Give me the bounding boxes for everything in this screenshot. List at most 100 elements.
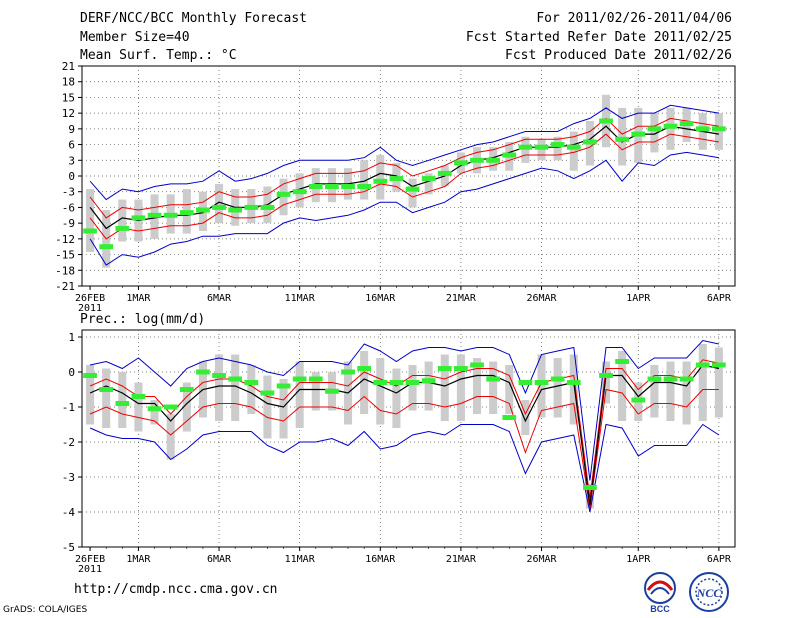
prec-member-marker bbox=[534, 380, 549, 385]
prec-spread-bar bbox=[295, 361, 304, 428]
prec-upper-blue-line bbox=[89, 339, 720, 481]
variable-label: Mean Surf. Temp.: °C bbox=[80, 48, 237, 63]
temp-member-marker bbox=[196, 207, 210, 213]
prec-member-marker bbox=[486, 376, 501, 382]
temp-member-marker bbox=[679, 121, 694, 127]
prec-spread-bar bbox=[231, 354, 240, 421]
temp-spread-bar bbox=[86, 189, 95, 252]
prec-spread-bar bbox=[311, 372, 320, 411]
prec-member-marker bbox=[421, 378, 436, 384]
prec-member-marker bbox=[437, 366, 452, 371]
prec-member-marker bbox=[357, 366, 372, 371]
temp-member-marker bbox=[615, 136, 629, 142]
ncc-logo-icon: NCC bbox=[689, 572, 729, 612]
prec-member-marker bbox=[179, 387, 194, 392]
temp-y-tick-label: 0 bbox=[68, 170, 75, 183]
prec-spread-bar bbox=[682, 361, 691, 425]
temp-plot-frame bbox=[81, 65, 736, 287]
prec-x-tick-label: 1MAR bbox=[126, 554, 151, 565]
temp-member-marker bbox=[405, 186, 420, 192]
temp-member-marker bbox=[454, 160, 468, 166]
prec-x-tick-label: 11MAR bbox=[285, 554, 316, 565]
prec-member-marker bbox=[389, 380, 404, 385]
prec-x-tick-label: 26MAR bbox=[526, 554, 557, 565]
prec-spread-bar bbox=[376, 358, 385, 425]
prec-member-marker bbox=[163, 404, 178, 410]
temp-x-year-label: 2011 bbox=[78, 303, 102, 314]
temp-member-marker bbox=[437, 170, 452, 176]
temp-y-tick-label: 9 bbox=[68, 123, 75, 136]
temp-member-marker bbox=[599, 118, 613, 124]
prec-spread-bar bbox=[489, 361, 498, 414]
temp-x-tick-label: 6APR bbox=[707, 293, 732, 304]
temp-spread-bar bbox=[650, 113, 659, 153]
temp-member-marker bbox=[583, 139, 597, 145]
temp-y-tick-label: 3 bbox=[68, 154, 75, 167]
temp-upper-red-line bbox=[89, 117, 719, 219]
prec-spread-bar bbox=[247, 365, 256, 414]
temp-member-marker bbox=[179, 210, 194, 216]
temp-member-marker bbox=[212, 204, 226, 210]
forecast-title: DERF/NCC/BCC Monthly Forecast bbox=[80, 11, 307, 26]
temp-x-tick-label: 1MAR bbox=[126, 293, 151, 304]
prec-y-tick-label: 0 bbox=[68, 366, 75, 379]
prec-lower-blue-line bbox=[89, 423, 720, 513]
prec-y-tick-label: -4 bbox=[62, 506, 76, 519]
prec-spread-bar bbox=[392, 368, 401, 428]
temp-member-marker bbox=[550, 142, 565, 148]
temp-spread-bar bbox=[279, 178, 288, 216]
temp-y-tick-label: -15 bbox=[55, 249, 75, 262]
temp-member-marker bbox=[83, 228, 97, 234]
temp-y-tick-label: -21 bbox=[55, 280, 75, 293]
temp-member-marker bbox=[357, 183, 372, 189]
temp-spread-bar bbox=[408, 178, 417, 208]
temp-member-marker bbox=[389, 176, 404, 182]
prec-spread-bar bbox=[698, 344, 707, 421]
temp-member-marker bbox=[163, 212, 178, 218]
prec-lower-red-line bbox=[89, 388, 719, 509]
temp-y-tick-label: -12 bbox=[55, 233, 75, 246]
temp-upper-blue-line bbox=[89, 104, 719, 201]
ncc-logo-text: NCC bbox=[696, 586, 723, 600]
prec-spread-bar bbox=[166, 414, 175, 460]
temp-spread-bar bbox=[118, 199, 127, 242]
temp-spread-bar bbox=[537, 139, 546, 161]
prec-y-tick-label: 1 bbox=[68, 331, 75, 344]
temp-member-marker bbox=[292, 189, 307, 195]
prec-spread-bar bbox=[537, 354, 546, 418]
prec-spread-bar bbox=[134, 382, 143, 432]
prec-x-tick-label: 26FEB bbox=[75, 554, 105, 565]
prec-spread-bar bbox=[360, 351, 369, 414]
prec-member-marker bbox=[550, 376, 565, 382]
prec-y-tick-label: -1 bbox=[62, 401, 75, 414]
prec-spread-bar bbox=[150, 400, 159, 425]
prec-spread-bar bbox=[472, 358, 482, 414]
temp-y-tick-label: -18 bbox=[55, 264, 75, 277]
prec-member-marker bbox=[83, 373, 97, 378]
prec-member-marker bbox=[373, 380, 388, 385]
prec-member-marker bbox=[566, 380, 581, 385]
temp-member-marker bbox=[260, 204, 275, 210]
prec-member-marker bbox=[470, 362, 484, 368]
start-date: Fcst Started Refer Date 2011/02/25 bbox=[465, 30, 732, 45]
temp-member-marker bbox=[421, 176, 436, 182]
prec-spread-bar bbox=[215, 354, 224, 421]
source-url[interactable]: http://cmdp.ncc.cma.gov.cn bbox=[74, 582, 278, 597]
temp-x-tick-label: 16MAR bbox=[365, 293, 396, 304]
prec-mean-line bbox=[89, 364, 720, 506]
prec-member-marker bbox=[615, 359, 629, 364]
temp-y-tick-label: -3 bbox=[62, 186, 75, 199]
prec-spread-bar bbox=[182, 382, 191, 432]
prec-spread-bar bbox=[408, 365, 417, 411]
prec-member-marker bbox=[679, 376, 694, 382]
prec-member-marker bbox=[325, 388, 339, 394]
temp-member-marker bbox=[228, 207, 243, 213]
temp-x-tick-label: 21MAR bbox=[446, 293, 477, 304]
prec-x-tick-label: 1APR bbox=[626, 554, 651, 565]
prec-y-tick-label: -5 bbox=[62, 541, 75, 554]
bcc-logo-text: BCC bbox=[650, 604, 670, 614]
prec-spread-bar bbox=[521, 400, 530, 435]
temp-member-marker bbox=[373, 178, 388, 184]
prec-spread-bar bbox=[666, 361, 675, 421]
temp-member-marker bbox=[131, 215, 146, 221]
